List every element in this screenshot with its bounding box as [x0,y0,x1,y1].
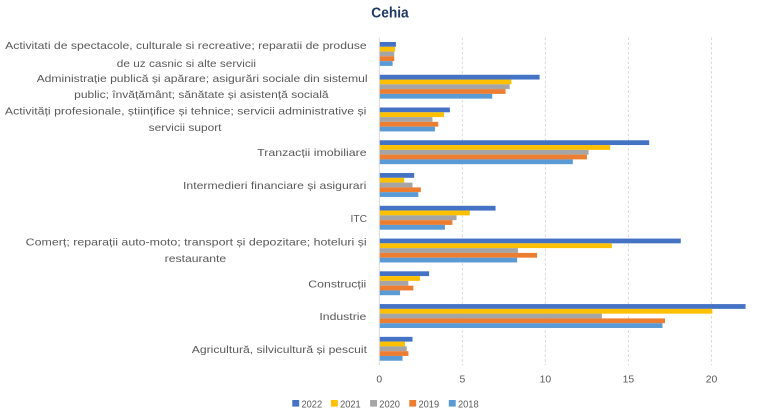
svg-text:0: 0 [376,374,382,385]
svg-text:servicii suport: servicii suport [149,123,222,134]
svg-text:Tranzacții imobiliare: Tranzacții imobiliare [257,148,367,159]
svg-text:Industrie: Industrie [319,312,366,323]
svg-text:15: 15 [623,374,635,385]
svg-text:Agricultură, silvicultură și p: Agricultură, silvicultură și pescuit [192,345,367,356]
svg-text:public; învățământ; sănătate ș: public; învățământ; sănătate și asistenț… [74,90,329,101]
svg-text:restaurante: restaurante [165,254,227,265]
svg-text:de uz casnic si alte servicii: de uz casnic si alte servicii [117,59,256,70]
svg-text:20: 20 [706,374,718,385]
svg-text:Comerț; reparații auto-moto; t: Comerț; reparații auto-moto; transport ș… [26,238,367,249]
svg-text:2019: 2019 [419,399,440,410]
svg-text:Construcții: Construcții [308,279,366,290]
svg-text:2021: 2021 [340,399,361,410]
svg-text:Activități profesionale, știin: Activități profesionale, științifice și … [5,107,367,118]
svg-text:5: 5 [459,374,465,385]
svg-text:Administrație publică și apăra: Administrație publică și apărare; asigur… [37,74,368,85]
svg-text:2022: 2022 [302,399,323,410]
svg-text:Activitati de spectacole, cult: Activitati de spectacole, culturale si r… [5,41,367,52]
svg-text:Cehia: Cehia [371,5,409,22]
svg-text:2020: 2020 [379,399,400,410]
svg-text:ITC: ITC [351,214,368,225]
svg-text:Intermedieri financiare și asi: Intermedieri financiare și asigurari [183,181,366,192]
svg-text:10: 10 [540,374,552,385]
svg-text:2018: 2018 [458,399,479,410]
